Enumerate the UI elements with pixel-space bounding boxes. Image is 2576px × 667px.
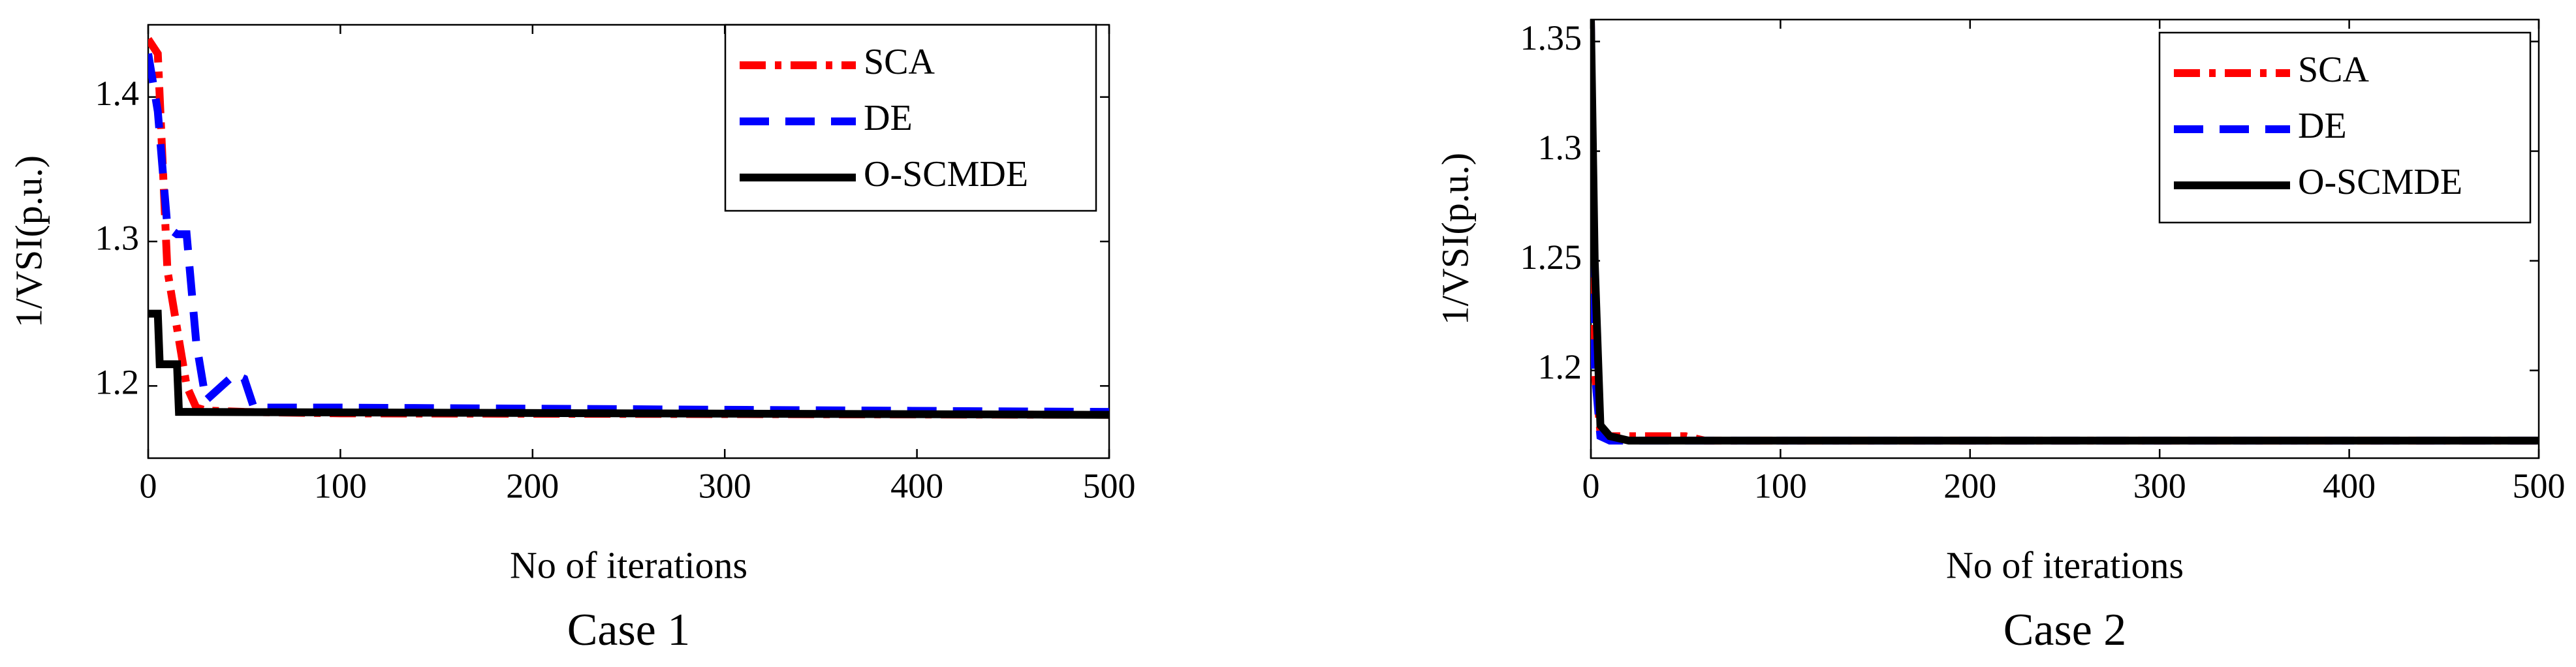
x-tick-label: 100: [314, 466, 367, 505]
y-tick-label: 1.25: [1520, 238, 1582, 277]
x-tick-label: 400: [890, 466, 943, 505]
y-axis-label: 1/VSI(p.u.): [7, 155, 50, 328]
x-tick-label: 500: [2513, 466, 2566, 505]
legend-label: DE: [864, 98, 913, 138]
x-tick-label: 0: [1582, 466, 1600, 505]
y-axis-label: 1/VSI(p.u.): [1434, 153, 1476, 325]
x-tick-label: 0: [140, 466, 157, 505]
legend-label: O-SCMDE: [2298, 162, 2462, 202]
y-tick-label: 1.3: [95, 218, 140, 257]
y-tick-label: 1.3: [1538, 128, 1582, 167]
x-tick-label: 500: [1083, 466, 1136, 505]
x-tick-label: 400: [2323, 466, 2376, 505]
title: Case 2: [2003, 605, 2127, 655]
legend-label: SCA: [2298, 50, 2369, 90]
legend-label: O-SCMDE: [864, 154, 1028, 194]
title: Case 1: [567, 605, 691, 655]
y-tick-label: 1.2: [1538, 347, 1582, 386]
legend-label: DE: [2298, 106, 2347, 146]
x-tick-label: 100: [1754, 466, 1807, 505]
x-tick-label: 200: [506, 466, 559, 505]
x-tick-label: 200: [1943, 466, 1996, 505]
x-tick-label: 300: [2133, 466, 2186, 505]
y-tick-label: 1.4: [95, 74, 140, 113]
series-line: [148, 309, 1109, 419]
chart: 0 100 200 300 400 500 1.2 1.3 1.4 No of iteration…: [7, 23, 1136, 655]
series-line: [1591, 20, 2539, 445]
x-tick-label: 300: [699, 466, 751, 505]
series-line: [148, 53, 1109, 416]
legend-label: SCA: [864, 42, 935, 82]
y-tick-label: 1.2: [95, 363, 140, 402]
x-axis-label: No of iterations: [510, 544, 747, 586]
y-tick-label: 1.35: [1520, 18, 1582, 57]
chart: 0 100 200 300 400 500 1.2 1.25 1.3 1.35 No of iter…: [1434, 18, 2565, 655]
x-axis-label: No of iterations: [1946, 544, 2184, 586]
